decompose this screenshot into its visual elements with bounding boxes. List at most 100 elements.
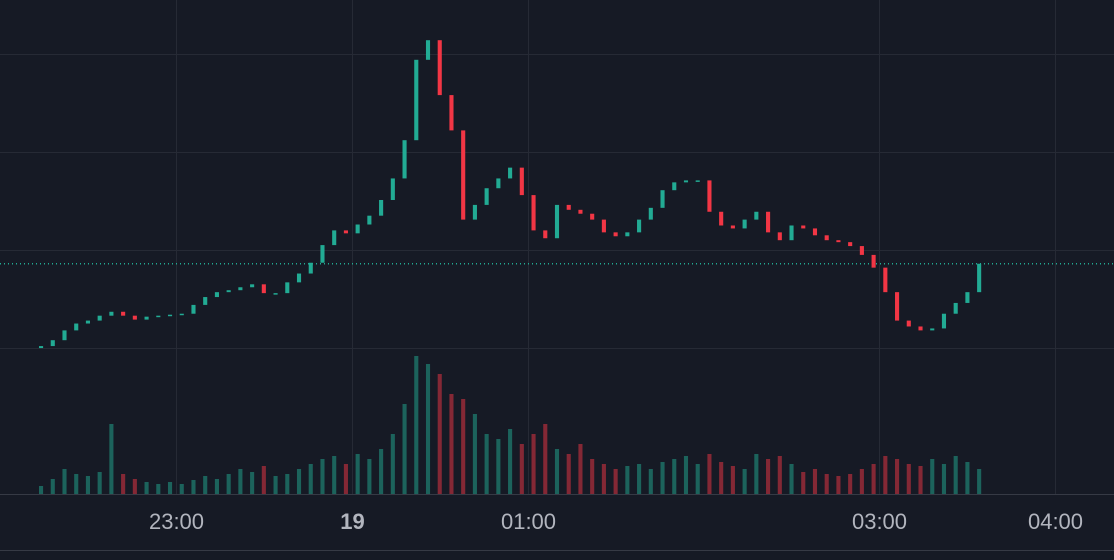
volume-bar: [132, 479, 137, 494]
volume-bar: [965, 462, 970, 494]
candle-body: [906, 320, 911, 327]
candle-body: [719, 211, 724, 226]
volume-bar: [730, 466, 735, 494]
volume-bar: [50, 479, 55, 494]
candle-body: [871, 254, 876, 268]
volume-bar: [296, 469, 302, 494]
volume-bar: [648, 469, 653, 494]
candle-body: [50, 340, 55, 347]
candle-body: [683, 180, 689, 183]
candle-body: [62, 330, 67, 341]
volume-bar: [977, 469, 982, 494]
volume-bar: [484, 434, 489, 494]
volume-bar: [883, 456, 888, 494]
volume-bar: [355, 454, 360, 494]
volume-bar: [121, 474, 126, 494]
candle-body: [132, 315, 137, 320]
candle-body: [379, 200, 384, 216]
candle-body: [74, 323, 79, 331]
candle-body: [918, 326, 923, 331]
candle-body: [742, 219, 747, 229]
candle-body: [965, 292, 970, 303]
volume-bar: [425, 364, 431, 494]
volume-bar: [566, 454, 571, 494]
volume-bar: [74, 474, 79, 494]
candle-body: [566, 204, 571, 210]
volume-bar: [390, 434, 395, 494]
volume-bar: [519, 444, 524, 494]
candle-body: [203, 297, 208, 305]
x-tick-label: 01:00: [501, 509, 556, 534]
volume-bar: [508, 429, 513, 494]
candle-body: [156, 315, 161, 318]
candle-body: [238, 287, 243, 291]
grid: [0, 0, 1114, 494]
candle-body: [953, 302, 958, 314]
volume-bar: [672, 459, 677, 494]
candle-body: [543, 230, 548, 239]
candle-body: [402, 140, 407, 179]
volume-bar: [637, 464, 642, 494]
volume-bar: [742, 469, 747, 494]
volume-bar: [449, 394, 454, 494]
volume-bar: [953, 456, 958, 494]
volume-bar: [461, 399, 466, 494]
volume-bar: [590, 459, 595, 494]
candle-body: [97, 315, 102, 321]
candle-body: [273, 293, 278, 295]
candle-body: [367, 215, 372, 225]
volume-bar: [144, 482, 149, 494]
x-tick-label: 03:00: [852, 509, 907, 534]
volume-bar: [167, 482, 173, 494]
candle-body: [343, 230, 348, 234]
candle-body: [449, 95, 454, 131]
candle-body: [214, 292, 219, 298]
volume-bar: [789, 464, 794, 494]
candle-body: [625, 232, 630, 237]
volume-bar: [62, 469, 67, 494]
candle-body: [191, 304, 196, 314]
candle-body: [308, 262, 313, 274]
candle-body: [754, 211, 759, 220]
volume-bar: [343, 464, 348, 494]
candle-body: [296, 273, 302, 283]
x-tick-label: 04:00: [1028, 509, 1083, 534]
candle-body: [660, 190, 665, 208]
volume-bar: [625, 466, 630, 494]
volume-bar: [285, 474, 290, 494]
volume-bar: [695, 464, 700, 494]
candle-body: [554, 204, 560, 239]
candle-body: [930, 328, 935, 331]
candle-body: [848, 242, 853, 247]
candle-body: [601, 219, 606, 233]
volume-bar: [332, 456, 337, 494]
candle-body: [695, 180, 700, 182]
candle-body: [109, 311, 114, 316]
candle-body: [531, 195, 536, 231]
candle-body: [789, 225, 794, 241]
candle-body: [637, 219, 642, 233]
volume-bar: [273, 476, 278, 494]
candle-body: [730, 225, 735, 229]
volume-bar: [496, 439, 501, 494]
x-tick-label: 23:00: [149, 509, 204, 534]
volume-bar: [437, 374, 442, 494]
volume-bar: [859, 469, 864, 494]
candle-body: [859, 246, 864, 255]
candle-body: [941, 313, 947, 329]
volume-bar: [414, 356, 419, 494]
candle-body: [519, 167, 524, 196]
candle-body: [425, 40, 431, 60]
candle-body: [484, 188, 489, 205]
volume-bar: [660, 462, 665, 494]
volume-bar: [906, 464, 911, 494]
candle-body: [578, 209, 583, 214]
candle-body: [261, 284, 266, 294]
candle-body: [613, 232, 618, 237]
volume-bar: [250, 472, 255, 494]
candle-body: [508, 167, 513, 179]
volume-bar: [719, 462, 724, 494]
candle-body: [461, 130, 466, 220]
candle-body: [167, 314, 173, 317]
